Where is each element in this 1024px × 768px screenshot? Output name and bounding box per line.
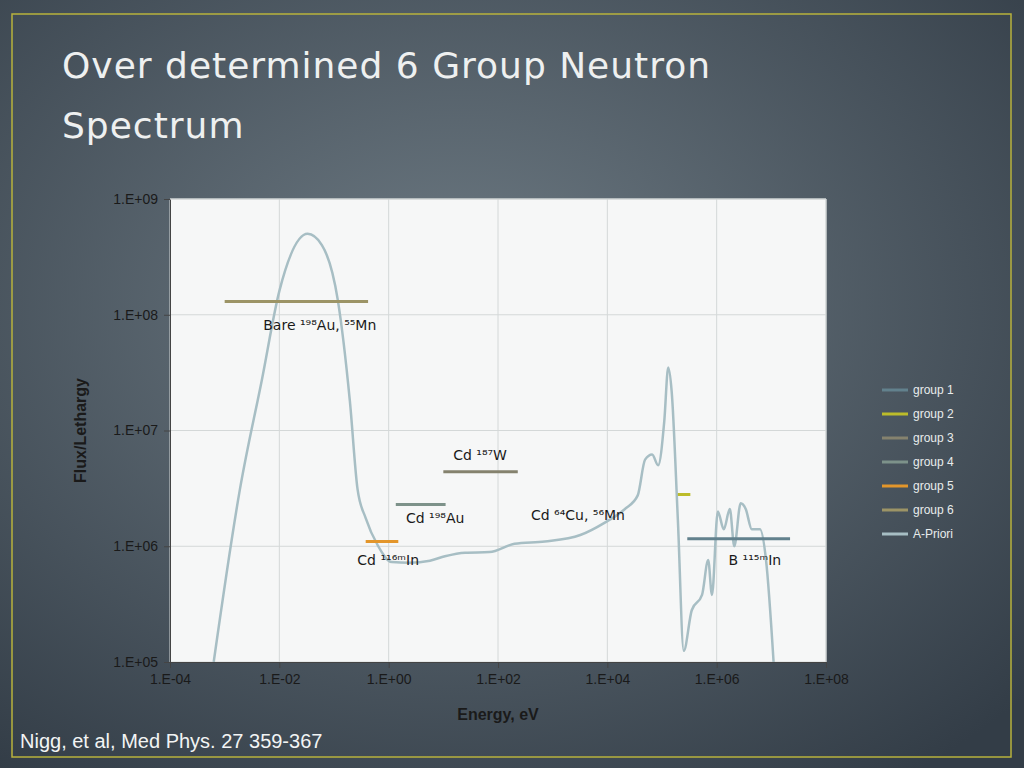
legend-label: group 3 [913, 431, 954, 445]
x-axis: 1.E-04 1.E-02 1.E+00 1.E+02 1.E+04 1.E+06 1.E+… [150, 662, 849, 687]
x-tick-mark [607, 662, 608, 668]
legend-item: A-Priori [882, 527, 953, 541]
y-tick-label: 1.E+06 [113, 538, 158, 554]
legend-item: group 5 [882, 479, 954, 493]
plot-frame-top [170, 199, 826, 200]
y-tick: 1.E+05 [113, 654, 170, 670]
y-tick-mark [164, 662, 170, 663]
y-tick: 1.E+07 [113, 422, 170, 438]
annotation: Bare ¹⁹⁸Au, ⁵⁵Mn [263, 317, 376, 333]
annotation: Cd ¹⁹⁸Au [406, 510, 464, 526]
footnote: Nigg, et al, Med Phys. 27 359-367 [20, 730, 322, 752]
x-tick-label: 1.E+08 [804, 671, 849, 687]
background [0, 0, 1024, 768]
x-tick-label: 1.E+02 [476, 671, 521, 687]
legend-item: group 3 [882, 431, 954, 445]
x-tick: 1.E+00 [367, 662, 412, 687]
x-grid-line [826, 199, 827, 662]
legend-swatch [882, 389, 908, 392]
legend-swatch [882, 533, 908, 536]
legend-label: group 4 [913, 455, 954, 469]
y-tick-mark [164, 546, 170, 547]
series-line [225, 300, 368, 303]
x-axis-title: Energy, eV [457, 706, 539, 723]
y-axis-line [164, 200, 171, 663]
annotation: B ¹¹⁵ᵐIn [729, 552, 782, 568]
legend-swatch [882, 509, 908, 512]
legend-item: group 2 [882, 407, 954, 421]
series-line [687, 537, 790, 540]
y-tick-label: 1.E+07 [113, 422, 158, 438]
y-tick-mark [164, 199, 170, 200]
legend-item: group 6 [882, 503, 954, 517]
x-tick-mark [279, 662, 280, 668]
x-tick-mark [717, 662, 718, 668]
x-tick-label: 1.E+06 [695, 671, 740, 687]
annotation: Cd ¹⁸⁷W [453, 447, 507, 463]
plot-area [170, 199, 826, 662]
x-tick: 1.E+06 [695, 662, 740, 687]
x-tick-label: 1.E-02 [259, 671, 300, 687]
legend-swatch [882, 437, 908, 440]
y-grid-line [170, 430, 826, 431]
title: Over determined 6 Group NeutronSpectrum [62, 45, 711, 146]
slide-border [12, 14, 1011, 757]
legend-label: A-Priori [913, 527, 953, 541]
series-line [396, 503, 446, 506]
y-tick-label: 1.E+09 [113, 191, 158, 207]
y-grid-line [170, 546, 826, 547]
x-tick-mark [498, 662, 499, 668]
y-axis: 1.E+05 1.E+06 1.E+07 1.E+08 1.E+09 [113, 191, 170, 670]
y-tick-mark [164, 431, 170, 432]
plot-frame-right [826, 199, 827, 662]
y-tick-label: 1.E+05 [113, 654, 158, 670]
series-line [366, 540, 399, 543]
legend-swatch [882, 413, 908, 416]
x-tick: 1.E+04 [585, 662, 630, 687]
legend-item: group 4 [882, 455, 954, 469]
annotation: Cd ⁶⁴Cu, ⁵⁶Mn [531, 507, 625, 523]
y-tick: 1.E+08 [113, 307, 170, 323]
x-tick: 1.E-02 [259, 662, 300, 687]
slide: Over determined 6 Group NeutronSpectrum 1… [0, 0, 1024, 768]
legend-label: group 1 [913, 383, 954, 397]
x-axis-line [171, 663, 827, 669]
x-tick-label: 1.E-04 [150, 671, 191, 687]
legend-item: group 1 [882, 383, 954, 397]
legend-label: group 2 [913, 407, 954, 421]
x-tick: 1.E+08 [804, 662, 849, 687]
plot-marks [214, 234, 790, 662]
x-tick-label: 1.E+00 [367, 671, 412, 687]
legend-swatch [882, 485, 908, 488]
x-tick-mark [826, 662, 827, 668]
x-tick-mark [389, 662, 390, 668]
y-tick: 1.E+09 [113, 191, 170, 207]
grid [170, 199, 826, 662]
y-tick: 1.E+06 [113, 538, 170, 554]
y-grid-line [170, 314, 826, 315]
x-tick-label: 1.E+04 [585, 671, 630, 687]
series-line [214, 234, 774, 662]
y-axis-title: Flux/Lethargy [72, 378, 89, 483]
y-tick-mark [164, 315, 170, 316]
y-grid-line [170, 199, 826, 200]
series-line [443, 470, 517, 473]
series-line [678, 493, 690, 496]
legend: group 1 group 2 group 3 group 4 group 5 group… [882, 383, 954, 541]
legend-label: group 5 [913, 479, 954, 493]
legend-label: group 6 [913, 503, 954, 517]
x-tick: 1.E+02 [476, 662, 521, 687]
annotation: Cd ¹¹⁶ᵐIn [357, 552, 419, 568]
legend-swatch [882, 461, 908, 464]
y-tick-label: 1.E+08 [113, 307, 158, 323]
